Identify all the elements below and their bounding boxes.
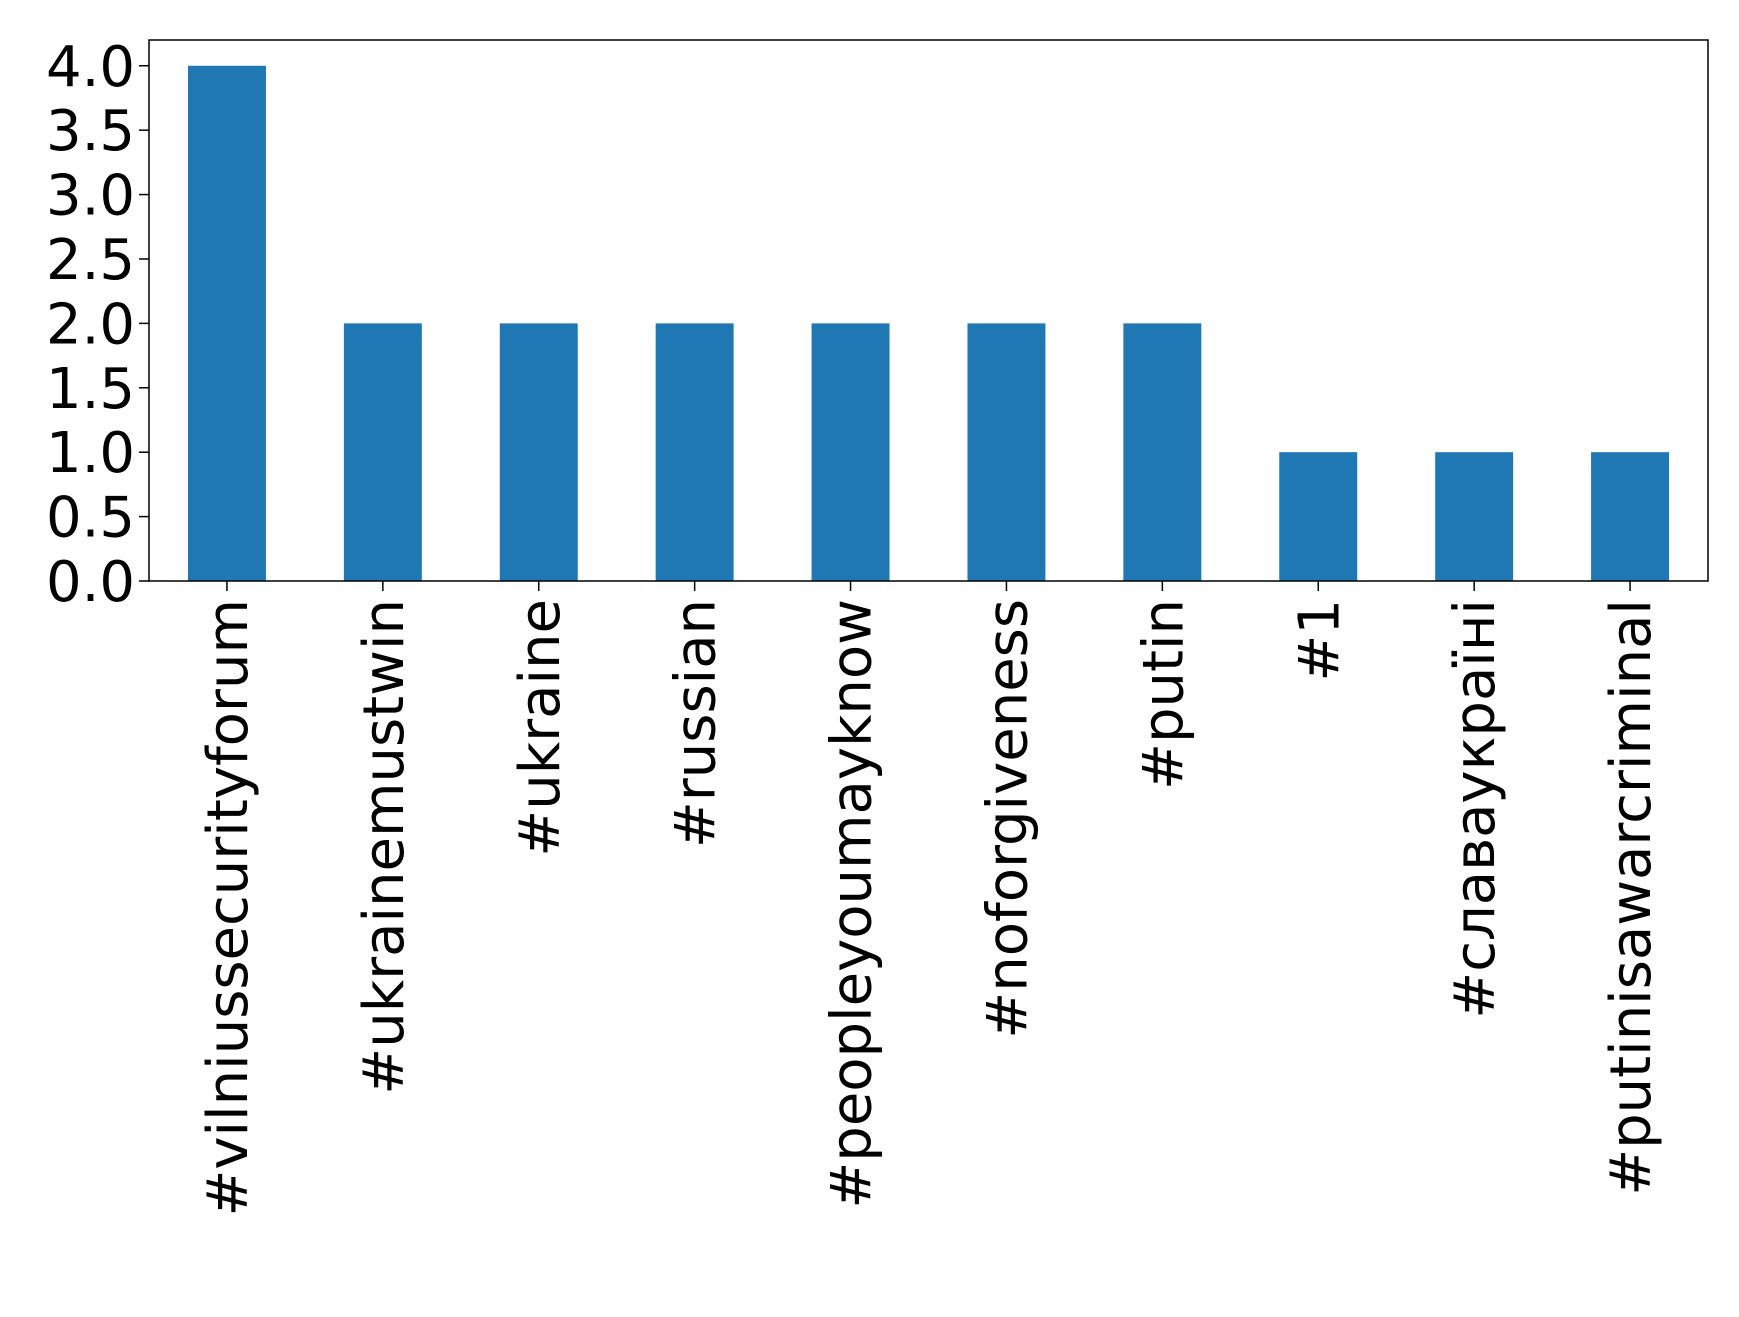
bar bbox=[187, 65, 266, 581]
y-tick-label: 1.0 bbox=[46, 421, 135, 486]
x-tick-label: #russian bbox=[664, 599, 729, 848]
plot-frame bbox=[148, 39, 1709, 582]
y-tick-label: 2.5 bbox=[46, 228, 135, 293]
bar bbox=[967, 323, 1046, 581]
y-tick-label: 2.0 bbox=[46, 292, 135, 357]
x-tick-label: #noforgiveness bbox=[975, 599, 1040, 1039]
bar bbox=[499, 323, 578, 581]
x-tick-label: #ukrainemustwin bbox=[352, 599, 417, 1095]
y-tick-label: 3.0 bbox=[46, 164, 135, 229]
x-tick-label: #putinisawarcriminal bbox=[1599, 599, 1664, 1196]
bar bbox=[1279, 452, 1358, 581]
y-tick-label: 0.0 bbox=[46, 550, 135, 615]
y-tick-label: 4.0 bbox=[46, 35, 135, 100]
bar bbox=[1591, 452, 1670, 581]
y-tick-label: 0.5 bbox=[46, 486, 135, 551]
y-tick-label: 3.5 bbox=[46, 99, 135, 164]
x-tick-label: #vilniussecurityforum bbox=[196, 599, 261, 1217]
bar bbox=[811, 323, 890, 581]
x-tick-label: #1 bbox=[1287, 599, 1352, 682]
bar bbox=[655, 323, 734, 581]
bar bbox=[1435, 452, 1514, 581]
x-tick-label: #putin bbox=[1131, 599, 1196, 790]
x-tick-label: #славаукраїні bbox=[1443, 599, 1508, 1019]
x-tick-label: #peopleyoumayknow bbox=[820, 599, 885, 1209]
x-tick-label: #ukraine bbox=[508, 599, 573, 857]
bar bbox=[1123, 323, 1202, 581]
bar bbox=[343, 323, 422, 581]
y-tick-label: 1.5 bbox=[46, 357, 135, 422]
